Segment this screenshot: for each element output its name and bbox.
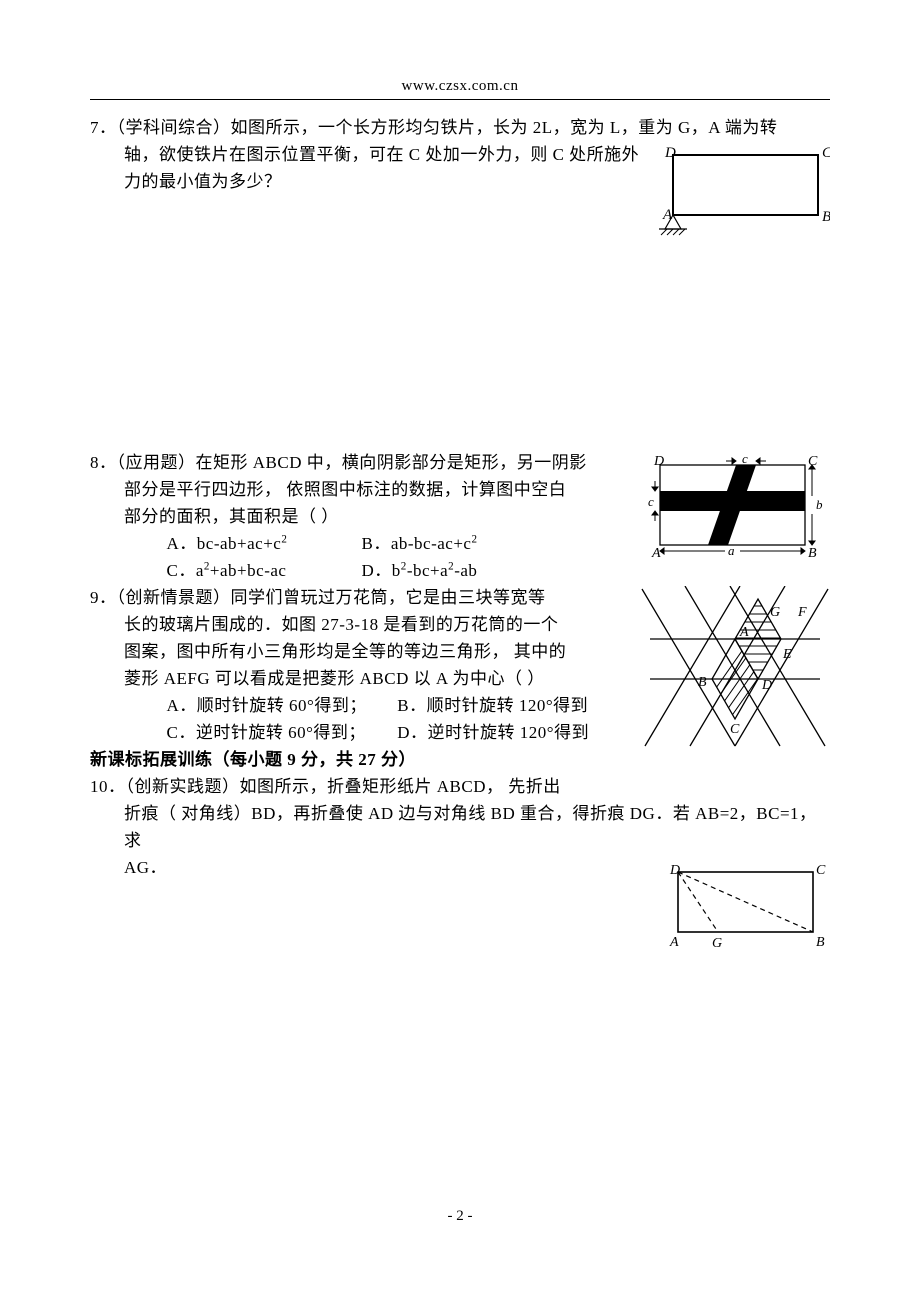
q9-number: 9． [90,588,117,607]
question-7: 7．（学科间综合）如图所示，一个长方形均匀铁片，长为 2L，宽为 L，重为 G，… [90,114,830,449]
page-footer: - 2 - [0,1208,920,1225]
fig9-E: E [782,647,792,662]
fig9-D: D [761,678,773,693]
fig8-c-top: c [742,451,748,466]
fig9-G: G [770,605,781,620]
q7-tag: （学科间综合） [117,118,231,137]
fig8-B: B [808,546,817,561]
q9-optC: C．逆时针旋转 60°得到； [167,719,398,746]
q8-optD-t2: -bc+a [407,561,448,580]
q8-optD-t3: -ab [454,561,477,580]
fig8-c-left: c [648,494,654,509]
q8-optB-sup: 2 [471,533,477,545]
fig7-label-C: C [822,145,830,161]
fig7-hatch [661,229,685,235]
q8-number: 8． [90,453,117,472]
q8-optA-t: A．bc-ab+ac+c [167,534,282,553]
q7-l1: 如图所示，一个长方形均匀铁片，长为 2L，宽为 L，重为 G，A 端为转 [231,118,778,137]
fig10-svg: D C A B G [660,860,830,955]
fig10-G: G [712,936,723,951]
figure-8: D C A B c [640,451,830,569]
q7-work-space [90,259,830,449]
q10-line2: 折痕（ 对角线）BD，再折叠使 AD 边与对角线 BD 重合，得折痕 DG．若 … [90,800,830,854]
q10-l1: 如图所示，折叠矩形纸片 ABCD， 先折出 [240,777,561,796]
question-8: D C A B c [90,449,830,584]
fig9-F: F [797,605,807,620]
q8-optA: A．bc-ab+ac+c2 [167,530,362,557]
fig8-a: a [728,543,735,558]
figure-10: D C A B G [660,860,830,963]
fig10-A: A [669,935,679,950]
question-9: A B C D E F G 9．（创新情景题）同学们曾玩过万花筒，它是由三块等宽… [90,584,830,746]
q10-tag: （创新实践题） [126,777,240,796]
page-number: - 2 - [448,1208,473,1224]
fig10-D: D [669,863,681,878]
fig7-svg: D C A B [655,143,830,243]
fig7-rect [673,155,818,215]
fig10-B: B [816,935,825,950]
fig8-D: D [653,454,665,469]
q10-number: 10． [90,777,126,796]
q8-optC: C．a2+ab+bc-ac [167,557,362,584]
q10-line1: 10．（创新实践题）如图所示，折叠矩形纸片 ABCD， 先折出 [90,773,664,800]
q8-line2: 部分是平行四边形， 依照图中标注的数据，计算图中空白 [90,476,664,503]
q9-line2: 长的玻璃片围成的．如图 27-3-18 是看到的万花筒的一个 [90,611,664,638]
q7-number: 7． [90,118,117,137]
fig9-B: B [698,675,707,690]
fig8-dim-right [809,465,815,545]
fig9-A: A [739,625,749,640]
fig7-label-D: D [664,145,676,161]
fig10-C: C [816,863,826,878]
page: www.czsx.com.cn 7．（学科间综合）如图所示，一个长方形均匀铁片，… [0,0,920,1300]
fig7-label-A: A [662,207,673,223]
q8-l1: 在矩形 ABCD 中，横向阴影部分是矩形，另一阴影 [196,453,587,472]
q8-line3: 部分的面积，其面积是（ ） [90,503,664,530]
fig8-svg: D C A B c [640,451,830,561]
q8-optD: D．b2-bc+a2-ab [362,557,557,584]
q9-line1: 9．（创新情景题）同学们曾玩过万花筒，它是由三块等宽等 [90,584,664,611]
q8-options: A．bc-ab+ac+c2 B．ab-bc-ac+c2 C．a2+ab+bc-a… [90,530,707,584]
q9-l1: 同学们曾玩过万花筒，它是由三块等宽等 [231,588,546,607]
q8-optC-t1: C．a [167,561,204,580]
fig9-svg: A B C D E F G [640,586,830,756]
q8-optB-t: B．ab-bc-ac+c [362,534,472,553]
header-url: www.czsx.com.cn [402,78,519,94]
q9-tag: （创新情景题） [117,588,231,607]
q8-line1: 8．（应用题）在矩形 ABCD 中，横向阴影部分是矩形，另一阴影 [90,449,664,476]
q9-options: A．顺时针旋转 60°得到； B．顺时针旋转 120°得到 C．逆时针旋转 60… [90,692,707,746]
q9-line3: 图案，图中所有小三角形均是全等的等边三角形， 其中的 [90,638,664,665]
fig9-C: C [730,722,740,737]
q9-optB: B．顺时针旋转 120°得到 [397,692,628,719]
page-header: www.czsx.com.cn [90,78,830,100]
q8-tag: （应用题） [117,453,196,472]
q9-optA: A．顺时针旋转 60°得到； [167,692,398,719]
figure-7: D C A B [655,143,830,251]
q9-line4: 菱形 AEFG 可以看成是把菱形 ABCD 以 A 为中心（ ） [90,665,664,692]
q9-optD: D．逆时针旋转 120°得到 [397,719,628,746]
body: 7．（学科间综合）如图所示，一个长方形均匀铁片，长为 2L，宽为 L，重为 G，… [90,114,830,971]
question-10: 10．（创新实践题）如图所示，折叠矩形纸片 ABCD， 先折出 折痕（ 对角线）… [90,773,830,971]
fig7-label-B: B [822,209,830,225]
q8-optC-t2: +ab+bc-ac [210,561,287,580]
q7-line1: 7．（学科间综合）如图所示，一个长方形均匀铁片，长为 2L，宽为 L，重为 G，… [90,114,830,141]
fig8-A: A [651,546,661,561]
fig8-b: b [816,497,823,512]
q8-optD-t1: D．b [362,561,401,580]
figure-9: A B C D E F G [640,586,830,764]
q8-optB: B．ab-bc-ac+c2 [362,530,557,557]
q8-optA-sup: 2 [281,533,287,545]
